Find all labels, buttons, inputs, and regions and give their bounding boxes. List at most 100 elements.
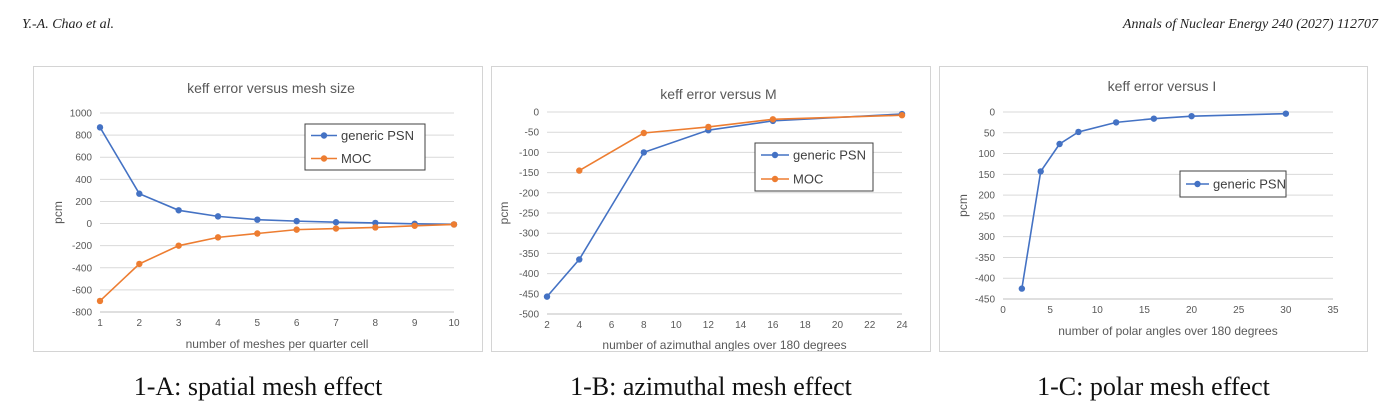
data-point bbox=[96, 124, 104, 131]
data-point bbox=[372, 224, 379, 231]
x-tick-label: 15 bbox=[1139, 305, 1151, 316]
data-point bbox=[214, 234, 222, 241]
y-tick-label: 200 bbox=[75, 197, 92, 208]
y-tick-label: 250 bbox=[978, 211, 995, 222]
x-axis-label: number of meshes per quarter cell bbox=[186, 337, 369, 351]
data-point bbox=[96, 297, 104, 305]
legend-label: generic PSN bbox=[793, 148, 866, 163]
y-tick-label: -200 bbox=[72, 241, 92, 252]
chart-title: keff error versus I bbox=[1108, 78, 1217, 94]
series-line bbox=[99, 126, 455, 226]
legend-label: MOC bbox=[341, 151, 371, 166]
x-tick-label: 6 bbox=[294, 318, 300, 329]
data-point bbox=[254, 230, 261, 237]
x-tick-label: 20 bbox=[1186, 305, 1198, 316]
data-point bbox=[411, 222, 418, 229]
data-point bbox=[640, 149, 648, 156]
data-point bbox=[769, 116, 777, 123]
y-tick-label: -450 bbox=[975, 295, 995, 306]
x-tick-label: 10 bbox=[448, 318, 460, 329]
y-tick-label: 150 bbox=[978, 170, 995, 181]
data-point bbox=[372, 219, 379, 227]
data-point bbox=[1037, 168, 1044, 175]
legend-swatch-marker bbox=[771, 151, 779, 159]
data-point bbox=[293, 217, 300, 225]
data-point bbox=[576, 256, 583, 263]
data-point bbox=[898, 112, 906, 119]
y-tick-label: 50 bbox=[984, 128, 996, 139]
y-tick-label: -100 bbox=[519, 148, 539, 159]
x-tick-label: 20 bbox=[832, 320, 844, 331]
y-tick-label: 0 bbox=[533, 108, 539, 119]
data-point bbox=[175, 207, 182, 214]
x-tick-label: 25 bbox=[1233, 305, 1245, 316]
series-line bbox=[1021, 112, 1286, 289]
data-point bbox=[543, 293, 551, 300]
caption-polar: 1-C: polar mesh effect bbox=[1037, 372, 1270, 401]
x-tick-label: 14 bbox=[735, 320, 747, 331]
y-tick-label: 400 bbox=[75, 175, 92, 186]
data-point bbox=[705, 123, 712, 131]
x-tick-label: 1 bbox=[97, 318, 103, 329]
running-header-authors: Y.-A. Chao et al. bbox=[22, 17, 115, 32]
legend-swatch-marker bbox=[320, 132, 328, 139]
x-tick-label: 22 bbox=[864, 320, 876, 331]
data-point bbox=[332, 225, 340, 232]
y-tick-label: -800 bbox=[72, 308, 92, 319]
x-tick-label: 8 bbox=[373, 318, 379, 329]
y-tick-label: -50 bbox=[525, 128, 540, 139]
legend-swatch-marker bbox=[771, 175, 779, 183]
chart-polar-mesh: keff error versus I050100150200250300-35… bbox=[956, 78, 1339, 338]
data-point bbox=[450, 221, 458, 228]
x-tick-label: 0 bbox=[1000, 305, 1006, 316]
y-tick-label: 200 bbox=[978, 191, 995, 202]
x-tick-label: 2 bbox=[544, 320, 550, 331]
legend-label: generic PSN bbox=[1213, 177, 1286, 192]
data-point bbox=[1056, 140, 1063, 148]
chart-title: keff error versus mesh size bbox=[187, 80, 355, 96]
chart-panel-polar: keff error versus I 0 50 100 150 200 250 300 -35… bbox=[939, 66, 1368, 352]
data-point bbox=[1112, 119, 1120, 126]
legend-swatch-marker bbox=[320, 155, 328, 162]
y-tick-label: -350 bbox=[975, 253, 995, 264]
caption-azimuthal: 1-B: azimuthal mesh effect bbox=[570, 372, 852, 401]
x-tick-label: 8 bbox=[641, 320, 647, 331]
chart-panel-spatial: keff error versus mesh size -800 -600 -400 -… bbox=[33, 66, 483, 352]
y-tick-label: 600 bbox=[75, 153, 92, 164]
y-axis-label: pcm bbox=[956, 194, 970, 217]
x-tick-label: 18 bbox=[800, 320, 812, 331]
data-point bbox=[175, 242, 182, 249]
x-tick-label: 16 bbox=[767, 320, 779, 331]
data-point bbox=[576, 167, 583, 174]
data-point bbox=[640, 129, 648, 137]
legend-box bbox=[754, 142, 874, 192]
x-tick-label: 35 bbox=[1327, 305, 1339, 316]
data-point bbox=[1188, 112, 1195, 120]
y-tick-label: 800 bbox=[75, 131, 92, 142]
y-tick-label: -500 bbox=[519, 310, 539, 321]
x-tick-label: 9 bbox=[412, 318, 418, 329]
y-tick-label: -150 bbox=[519, 168, 539, 179]
series-line bbox=[99, 223, 455, 302]
x-tick-label: 4 bbox=[215, 318, 221, 329]
y-axis-label: pcm bbox=[497, 202, 511, 225]
y-tick-label: 300 bbox=[978, 232, 995, 243]
legend-box bbox=[304, 123, 426, 171]
data-point bbox=[293, 226, 300, 233]
x-axis-label: number of polar angles over 180 degrees bbox=[1058, 324, 1277, 338]
y-tick-label: 0 bbox=[989, 108, 995, 119]
y-tick-label: -450 bbox=[519, 289, 539, 300]
y-tick-label: 100 bbox=[978, 149, 995, 160]
data-point bbox=[254, 216, 261, 223]
x-tick-label: 12 bbox=[703, 320, 715, 331]
x-tick-label: 3 bbox=[176, 318, 182, 329]
x-tick-label: 7 bbox=[333, 318, 339, 329]
data-point bbox=[136, 260, 143, 268]
chart-spatial-mesh: keff error versus mesh size -800 -600 -400 -… bbox=[51, 80, 460, 351]
chart-title: keff error versus M bbox=[660, 86, 776, 102]
x-tick-label: 5 bbox=[255, 318, 261, 329]
series-line bbox=[546, 113, 903, 298]
data-point bbox=[332, 219, 340, 226]
x-axis-label: number of azimuthal angles over 180 degr… bbox=[602, 338, 846, 351]
legend-label: generic PSN bbox=[341, 128, 414, 143]
